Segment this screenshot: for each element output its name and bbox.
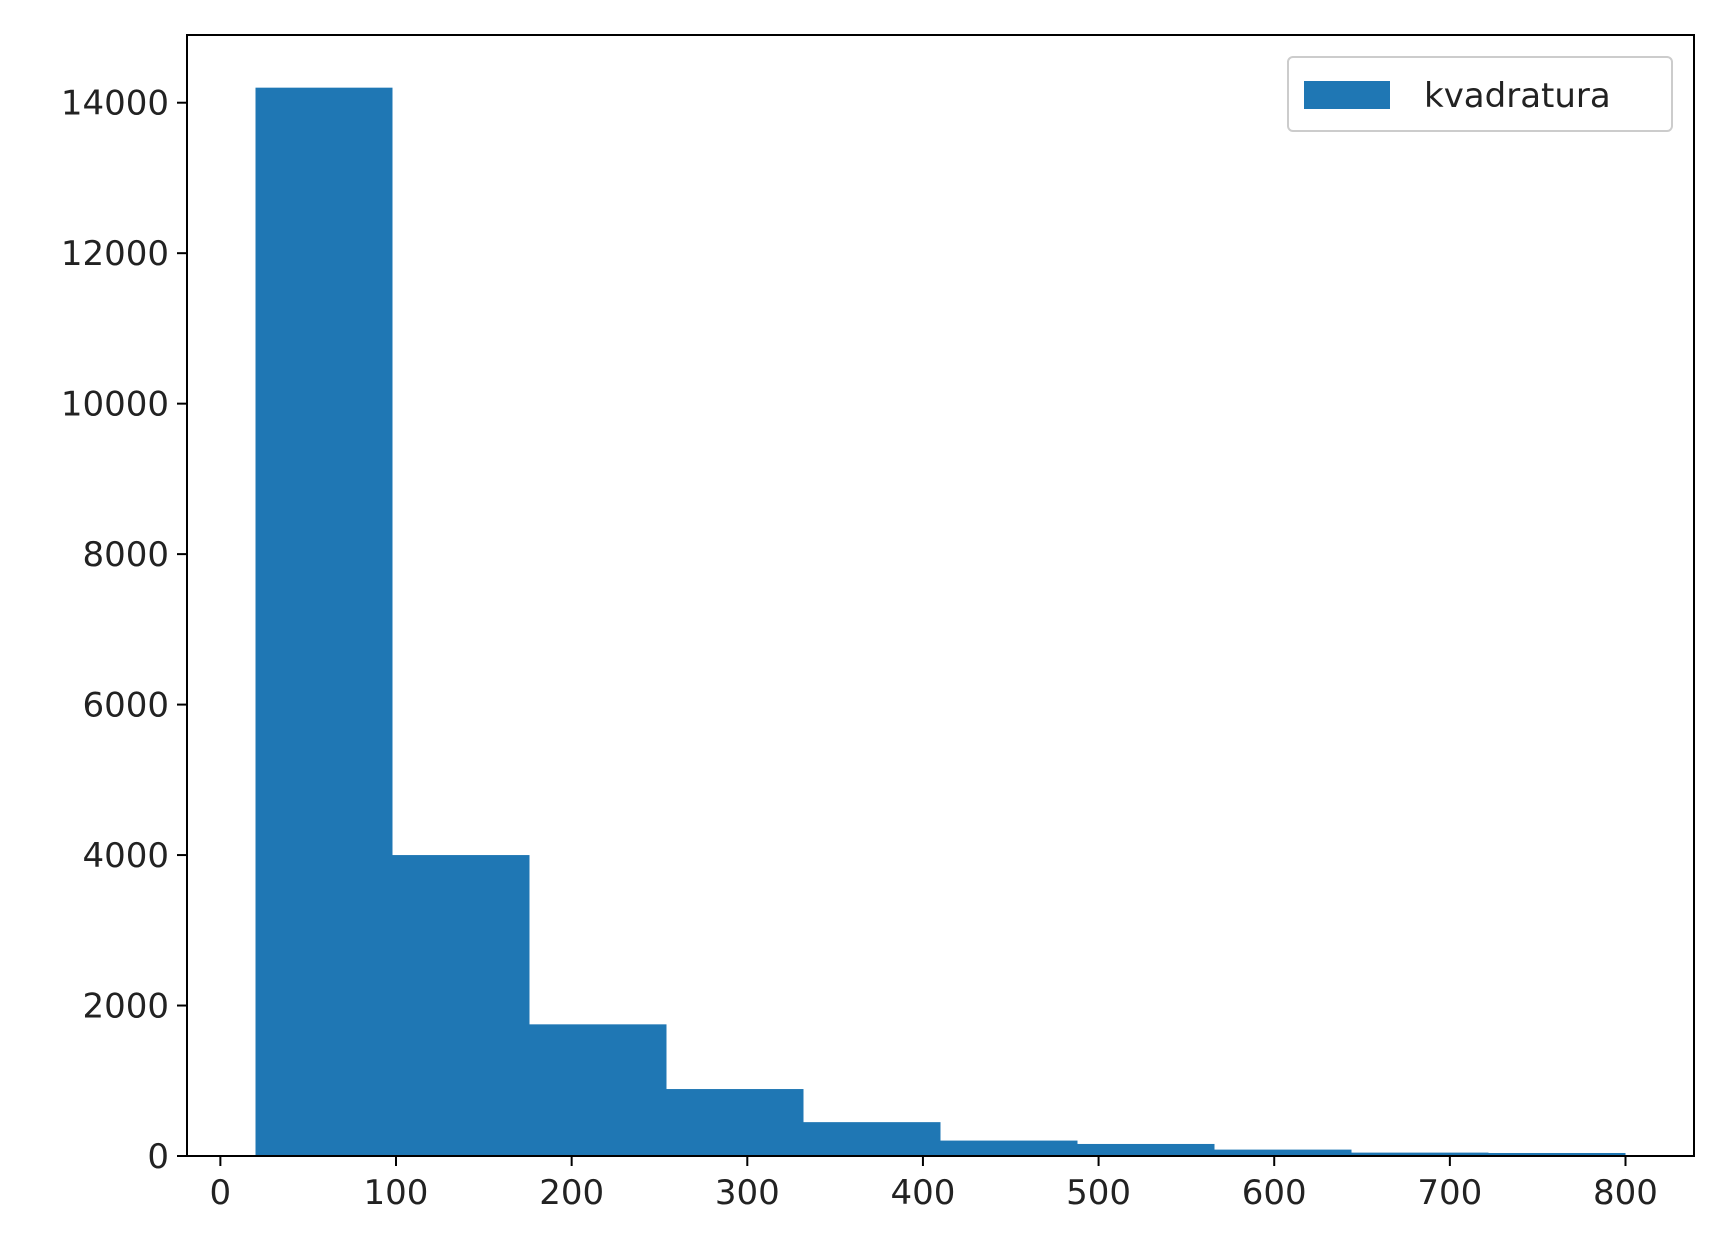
y-tick-label: 8000 xyxy=(82,535,169,575)
bar xyxy=(940,1140,1078,1156)
bar xyxy=(392,855,530,1156)
bar xyxy=(255,87,393,1156)
x-tick-label: 500 xyxy=(1066,1173,1131,1213)
y-tick-label: 6000 xyxy=(82,686,169,726)
x-tick-label: 0 xyxy=(210,1173,232,1213)
bar xyxy=(666,1089,804,1156)
legend-label: kvadratura xyxy=(1424,76,1611,116)
y-tick-label: 0 xyxy=(147,1137,169,1177)
bar xyxy=(1488,1152,1626,1156)
y-tick-label: 4000 xyxy=(82,836,169,876)
y-tick-label: 2000 xyxy=(82,987,169,1027)
x-tick-label: 200 xyxy=(539,1173,604,1213)
legend-swatch xyxy=(1304,81,1390,109)
x-tick-label: 800 xyxy=(1593,1173,1658,1213)
x-tick-label: 300 xyxy=(715,1173,780,1213)
x-tick-label: 400 xyxy=(890,1173,955,1213)
x-tick-label: 700 xyxy=(1417,1173,1482,1213)
x-tick-label: 100 xyxy=(364,1173,429,1213)
legend-box xyxy=(1287,56,1673,132)
y-tick-label: 12000 xyxy=(61,234,169,274)
bar xyxy=(803,1122,941,1156)
bar xyxy=(1077,1143,1215,1156)
bar xyxy=(529,1024,667,1156)
bar xyxy=(1351,1152,1489,1156)
y-tick-label: 14000 xyxy=(61,84,169,124)
y-tick-label: 10000 xyxy=(61,385,169,425)
x-tick-label: 600 xyxy=(1242,1173,1307,1213)
bar xyxy=(1214,1149,1352,1156)
plot-frame xyxy=(186,34,1695,1157)
